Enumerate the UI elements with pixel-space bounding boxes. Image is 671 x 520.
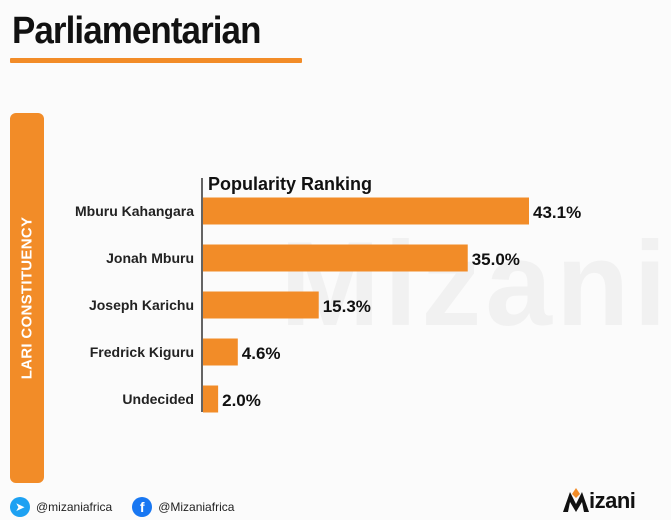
category-label-4: Undecided [122, 391, 194, 407]
mizani-logo-icon [563, 488, 589, 512]
facebook-handle[interactable]: @Mizaniafrica [158, 500, 235, 514]
bar-4 [203, 385, 219, 413]
social-footer: ➤ @mizaniafrica f @Mizaniafrica [10, 496, 234, 518]
value-label-1: 35.0% [472, 250, 520, 269]
value-label-0: 43.1% [533, 203, 581, 222]
bar-3 [203, 338, 238, 366]
category-label-2: Joseph Karichu [89, 297, 194, 313]
value-label-2: 15.3% [323, 297, 371, 316]
value-label-4: 2.0% [222, 391, 261, 410]
bar-2 [203, 291, 319, 319]
page-title: Parliamentarian [12, 10, 261, 52]
chart-title: Popularity Ranking [208, 174, 372, 194]
value-label-3: 4.6% [242, 344, 281, 363]
mizani-logo: izani [563, 488, 636, 513]
bar-1 [203, 244, 468, 272]
logo-text: izani [589, 488, 636, 513]
bar-0 [203, 197, 529, 225]
title-underline [10, 58, 302, 63]
twitter-handle[interactable]: @mizaniafrica [36, 500, 113, 514]
category-label-1: Jonah Mburu [106, 250, 194, 266]
constituency-tab [10, 113, 44, 483]
category-label-0: Mburu Kahangara [75, 203, 194, 219]
twitter-icon[interactable]: ➤ [10, 497, 30, 517]
facebook-icon[interactable]: f [132, 497, 153, 517]
category-label-3: Fredrick Kiguru [90, 344, 194, 360]
